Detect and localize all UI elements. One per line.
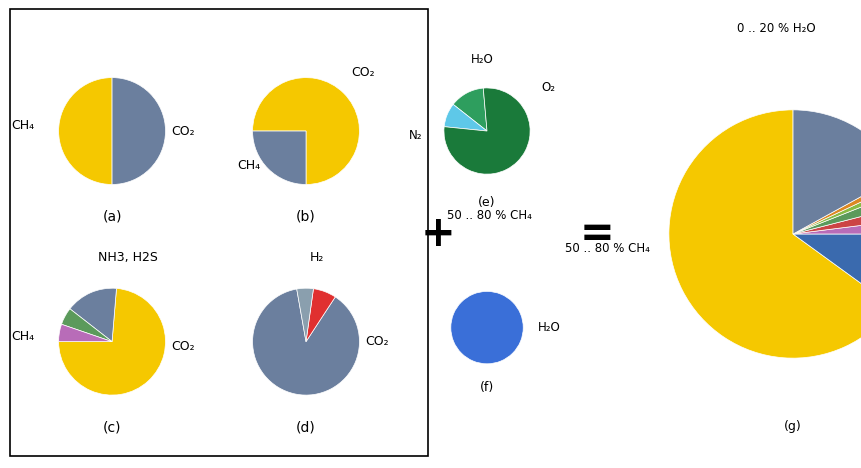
Wedge shape (296, 288, 313, 342)
Wedge shape (443, 104, 486, 131)
Wedge shape (792, 234, 861, 307)
Wedge shape (792, 188, 861, 234)
Text: (g): (g) (784, 420, 801, 433)
Wedge shape (61, 309, 112, 342)
Wedge shape (59, 78, 112, 184)
Text: (c): (c) (102, 420, 121, 434)
Text: +: + (420, 213, 455, 255)
Text: (e): (e) (478, 196, 495, 209)
Text: 0 .. 20 % H₂O: 0 .. 20 % H₂O (736, 22, 815, 36)
Wedge shape (112, 78, 165, 184)
Text: H₂O: H₂O (471, 53, 493, 66)
Text: NH3, H2S: NH3, H2S (98, 251, 158, 264)
Wedge shape (59, 288, 165, 395)
Wedge shape (453, 88, 486, 131)
Wedge shape (792, 174, 861, 234)
Text: (b): (b) (296, 210, 315, 224)
Text: CH₄: CH₄ (237, 159, 260, 172)
Wedge shape (792, 181, 861, 234)
Wedge shape (450, 292, 523, 364)
Text: N₂: N₂ (408, 129, 422, 142)
Wedge shape (792, 203, 861, 234)
Wedge shape (668, 110, 861, 358)
Text: H₂O: H₂O (537, 321, 560, 334)
Wedge shape (443, 88, 530, 174)
Wedge shape (252, 78, 359, 184)
Text: (a): (a) (102, 210, 121, 224)
Text: (d): (d) (296, 420, 315, 434)
Text: CO₂: CO₂ (170, 124, 195, 138)
Text: CO₂: CO₂ (351, 66, 375, 79)
Text: CO₂: CO₂ (170, 341, 195, 353)
Wedge shape (252, 289, 359, 395)
Text: CH₄: CH₄ (11, 330, 34, 343)
Text: H₂: H₂ (309, 251, 324, 264)
Text: 50 .. 80 % CH₄: 50 .. 80 % CH₄ (447, 209, 532, 222)
Wedge shape (792, 110, 861, 234)
Text: =: = (579, 213, 614, 255)
Text: CH₄: CH₄ (11, 119, 34, 132)
Wedge shape (252, 131, 306, 184)
Wedge shape (59, 324, 112, 342)
Text: (f): (f) (480, 381, 493, 394)
Text: 50 .. 80 % CH₄: 50 .. 80 % CH₄ (564, 241, 648, 255)
Text: O₂: O₂ (541, 81, 554, 95)
Text: CO₂: CO₂ (364, 335, 388, 348)
Wedge shape (792, 219, 861, 234)
Wedge shape (70, 288, 116, 342)
Wedge shape (306, 289, 335, 342)
